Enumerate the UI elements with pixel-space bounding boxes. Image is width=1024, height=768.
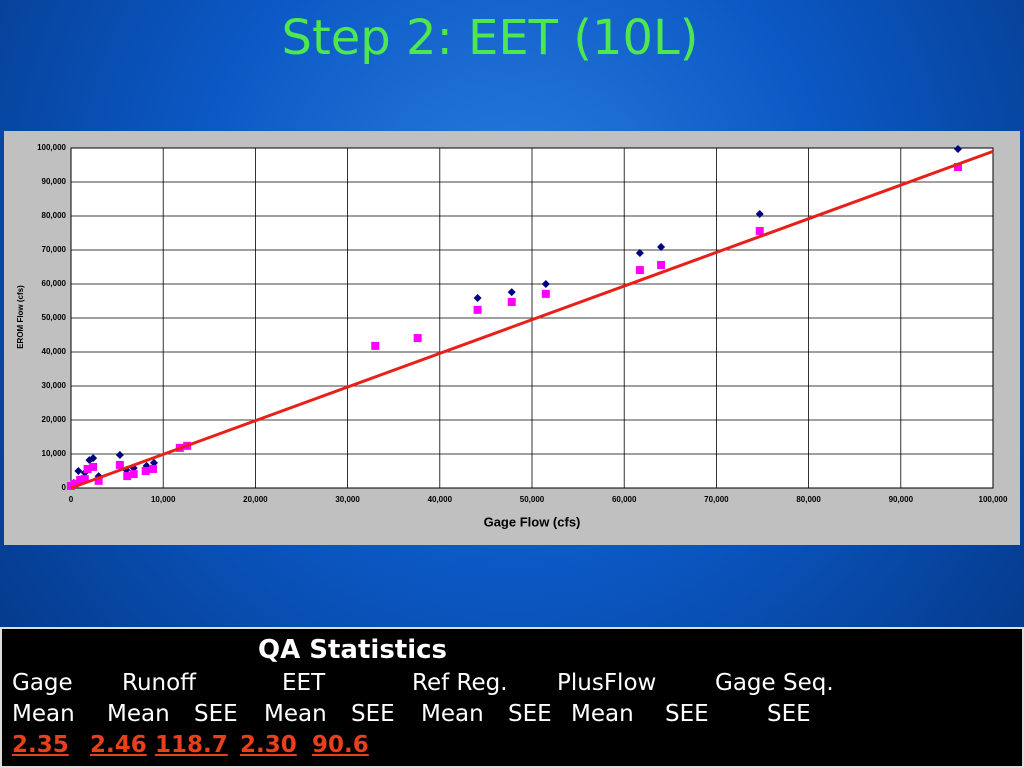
data-point <box>83 464 92 473</box>
data-point <box>541 280 550 288</box>
stats-title: QA Statistics <box>258 635 448 665</box>
stats-value: 90.6 <box>312 732 369 758</box>
y-tick-label: 40,000 <box>42 347 67 356</box>
x-tick-label: 20,000 <box>243 495 268 504</box>
data-point <box>149 464 158 473</box>
x-tick-label: 90,000 <box>889 495 914 504</box>
data-point <box>953 145 962 154</box>
y-tick-label: 70,000 <box>42 245 67 254</box>
stats-subheader: Mean <box>264 701 327 727</box>
stats-value: 2.30 <box>240 732 297 758</box>
stats-value: 2.46 <box>90 732 147 758</box>
stats-value: 2.35 <box>12 732 69 758</box>
data-point <box>755 226 764 235</box>
x-tick-label: 30,000 <box>335 495 360 504</box>
data-point <box>755 209 764 218</box>
stats-header: EET <box>282 670 326 696</box>
data-point <box>657 242 666 251</box>
stats-header: Ref Reg. <box>412 670 508 696</box>
x-tick-label: 100,000 <box>979 495 1008 504</box>
slide-title: Step 2: EET (10L) <box>281 10 699 66</box>
y-tick-label: 100,000 <box>37 143 66 152</box>
data-point <box>635 266 644 275</box>
data-point <box>371 341 380 350</box>
stats-header: Gage Seq. <box>715 670 834 696</box>
y-tick-label: 30,000 <box>42 381 67 390</box>
data-point <box>413 334 422 343</box>
y-axis-title: EROM Flow (cfs) <box>16 285 25 349</box>
data-point <box>123 472 132 481</box>
stats-subheader: Mean <box>571 701 634 727</box>
stats-subheader: Mean <box>107 701 170 727</box>
data-point <box>635 249 644 258</box>
x-tick-label: 50,000 <box>520 495 545 504</box>
x-tick-label: 10,000 <box>151 495 176 504</box>
y-tick-label: 0 <box>62 483 67 492</box>
y-tick-label: 80,000 <box>42 211 67 220</box>
y-tick-label: 50,000 <box>42 313 67 322</box>
stats-subheader: SEE <box>351 701 395 727</box>
x-tick-label: 80,000 <box>796 495 821 504</box>
stats-panel: QA Statistics Gage Runoff EET Ref Reg. PlusF… <box>0 627 1024 768</box>
y-tick-label: 10,000 <box>42 449 67 458</box>
stats-subheader: SEE <box>767 701 811 727</box>
stats-value: 118.7 <box>155 732 228 758</box>
data-point <box>541 289 550 298</box>
data-point <box>115 451 124 460</box>
data-point <box>85 456 94 465</box>
stats-header: Runoff <box>122 670 197 696</box>
x-axis-title: Gage Flow (cfs) <box>484 514 581 529</box>
stats-subheader: Mean <box>421 701 484 727</box>
data-point <box>141 467 150 475</box>
data-point <box>115 460 124 469</box>
plot-border <box>70 147 994 489</box>
stats-subheader: SEE <box>194 701 238 727</box>
data-point <box>507 288 516 297</box>
x-tick-label: 40,000 <box>428 495 453 504</box>
stats-subheader: SEE <box>508 701 552 727</box>
x-tick-label: 60,000 <box>612 495 637 504</box>
x-tick-label: 70,000 <box>704 495 729 504</box>
data-point <box>149 458 158 467</box>
y-tick-label: 20,000 <box>42 415 67 424</box>
data-point <box>657 260 666 269</box>
y-tick-label: 60,000 <box>42 279 67 288</box>
data-point <box>74 467 83 475</box>
fit-line <box>70 149 994 490</box>
x-tick-label: 0 <box>69 495 74 504</box>
data-point <box>507 298 516 307</box>
chart: Gage Flow (cfs) EROM Flow (cfs) 0 10,000 2… <box>4 131 1020 545</box>
stats-header: PlusFlow <box>557 670 657 696</box>
data-point <box>129 470 138 479</box>
data-point <box>473 293 482 302</box>
stats-subheader: SEE <box>665 701 709 727</box>
y-tick-label: 90,000 <box>42 177 67 186</box>
data-point <box>473 305 482 314</box>
stats-header: Gage <box>12 670 73 696</box>
stats-subheader: Mean <box>12 701 75 727</box>
